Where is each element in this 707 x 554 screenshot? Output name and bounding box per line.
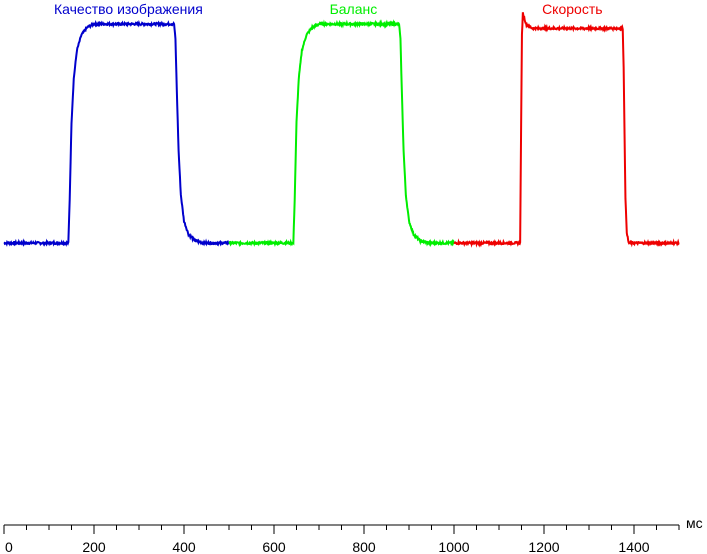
x-tick-label: 1400: [618, 539, 649, 554]
x-tick-label: 400: [172, 539, 196, 554]
series-line-3: [453, 12, 680, 248]
x-tick-label: 800: [352, 539, 376, 554]
x-tick-label: 0: [5, 539, 13, 554]
series-group: [3, 12, 680, 248]
x-tick-label: 600: [262, 539, 286, 554]
series-label-2: Баланс: [330, 1, 378, 17]
x-tick-label: 1000: [438, 539, 469, 554]
series-label-1: Качество изображения: [54, 1, 203, 17]
x-tick-label: 200: [82, 539, 106, 554]
series-labels: Качество изображения Баланс Скорость: [54, 1, 603, 17]
series-line-2: [228, 19, 455, 248]
x-tick-label: 1200: [528, 539, 559, 554]
x-unit-label: мс: [686, 515, 703, 531]
x-axis: 0 200 400 600 800 1000 1200 1400 мс: [3, 515, 703, 554]
series-label-3: Скорость: [542, 1, 602, 17]
series-line-1: [3, 19, 230, 247]
